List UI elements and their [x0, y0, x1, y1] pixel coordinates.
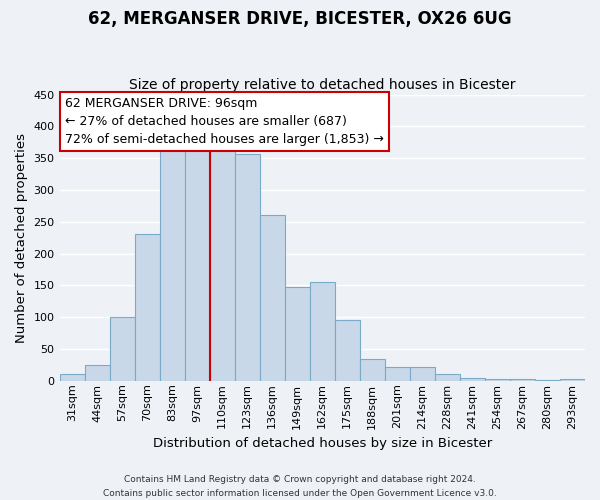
Title: Size of property relative to detached houses in Bicester: Size of property relative to detached ho…	[129, 78, 515, 92]
Y-axis label: Number of detached properties: Number of detached properties	[15, 132, 28, 342]
Bar	[59, 374, 85, 381]
Bar	[435, 374, 460, 381]
Text: 62, MERGANSER DRIVE, BICESTER, OX26 6UG: 62, MERGANSER DRIVE, BICESTER, OX26 6UG	[88, 10, 512, 28]
Bar	[310, 282, 335, 381]
Bar	[410, 367, 435, 381]
Bar	[185, 142, 209, 381]
Bar	[485, 380, 510, 381]
X-axis label: Distribution of detached houses by size in Bicester: Distribution of detached houses by size …	[152, 437, 492, 450]
Bar	[510, 380, 535, 381]
Text: Contains HM Land Registry data © Crown copyright and database right 2024.
Contai: Contains HM Land Registry data © Crown c…	[103, 476, 497, 498]
Bar	[385, 367, 410, 381]
Bar	[535, 380, 560, 381]
Bar	[209, 142, 235, 381]
Bar	[235, 154, 260, 381]
Bar	[134, 234, 160, 381]
Bar	[335, 320, 360, 381]
Bar	[160, 148, 185, 381]
Bar	[560, 380, 585, 381]
Bar	[260, 216, 285, 381]
Bar	[285, 286, 310, 381]
Bar	[360, 358, 385, 381]
Bar	[460, 378, 485, 381]
Text: 62 MERGANSER DRIVE: 96sqm
← 27% of detached houses are smaller (687)
72% of semi: 62 MERGANSER DRIVE: 96sqm ← 27% of detac…	[65, 98, 383, 146]
Bar	[110, 317, 134, 381]
Bar	[85, 365, 110, 381]
